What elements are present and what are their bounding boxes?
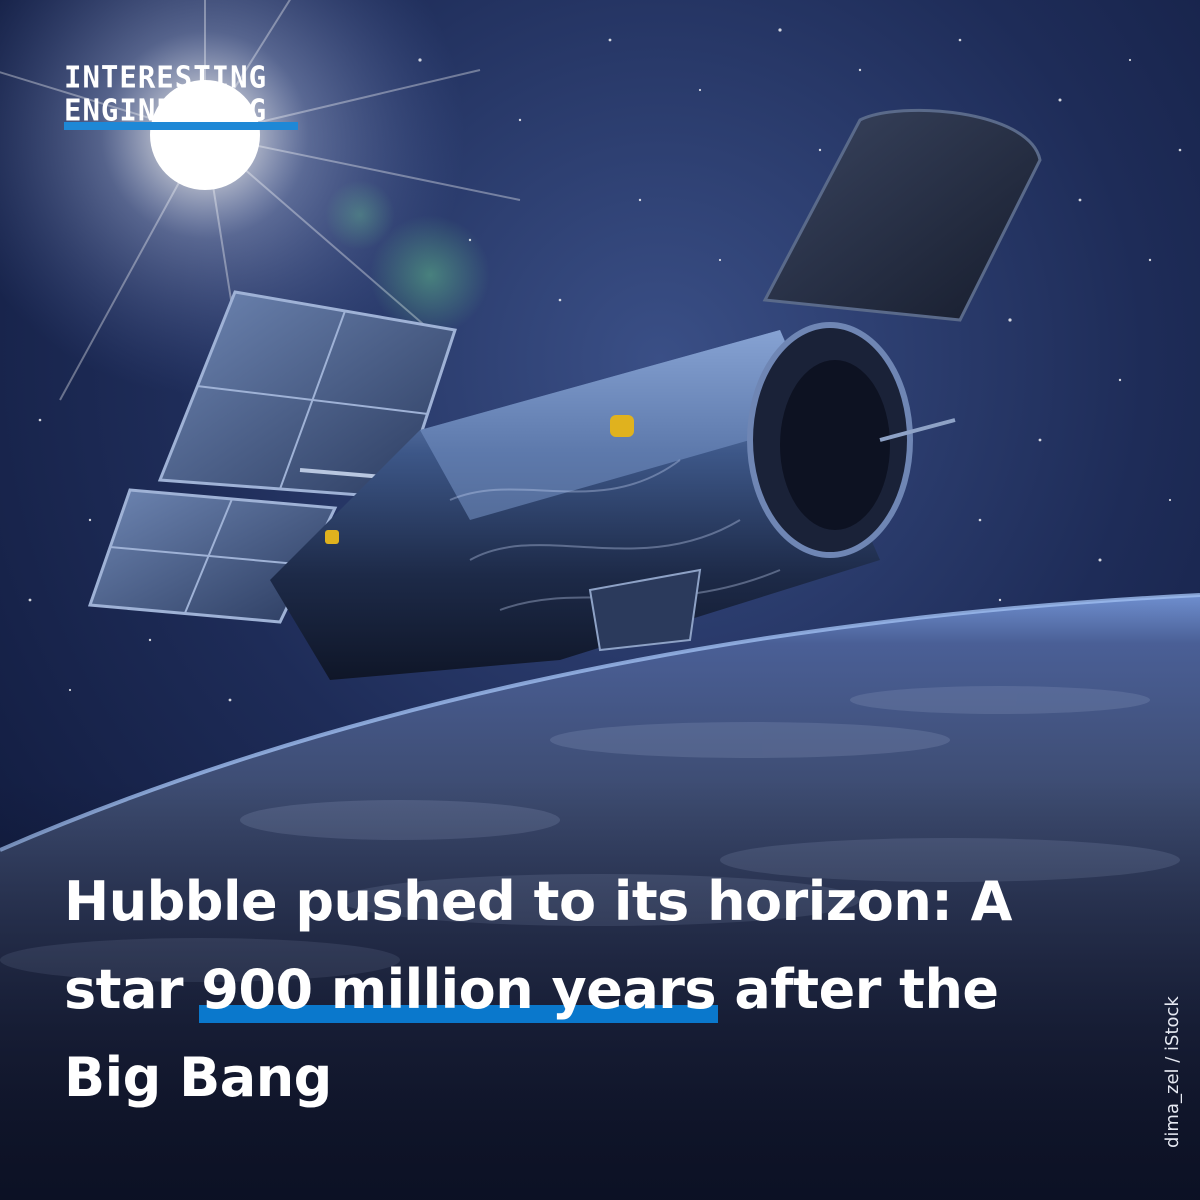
headline: Hubble pushed to its horizon: A star 900…	[64, 858, 1104, 1122]
logo-accent-stripe	[64, 122, 298, 130]
photo-credit: dima_zel / iStock	[1162, 996, 1183, 1148]
headline-highlight: 900 million years	[201, 958, 716, 1021]
headline-text-after: after the Big Bang	[64, 958, 999, 1109]
interesting-engineering-logo: INTERESTING ENGINEERING	[64, 58, 304, 130]
headline-highlight-text: 900 million years	[201, 958, 717, 1021]
headline-text-before: Hubble pushed to its horizon: A star	[64, 870, 1012, 1021]
logo-line-1: INTERESTING	[64, 58, 268, 95]
logo-line-2: ENGINEERING	[64, 91, 268, 128]
